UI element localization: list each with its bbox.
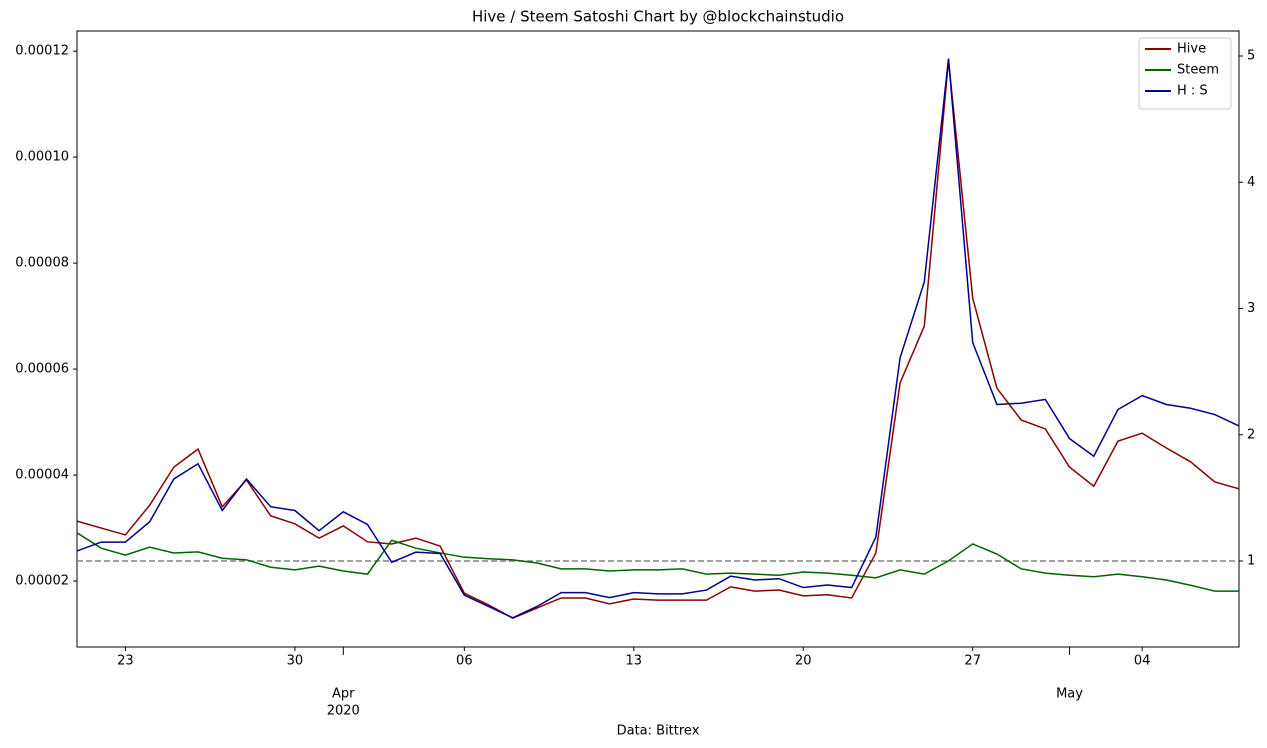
y-tick-label: 0.00008: [15, 256, 69, 271]
chart-title: Hive / Steem Satoshi Chart by @blockchai…: [472, 8, 844, 26]
y2-tick-label: 4: [1247, 175, 1255, 190]
y2-tick-label: 2: [1247, 427, 1255, 442]
y-tick-label: 0.00006: [15, 362, 69, 377]
x-tick-label: 20: [795, 654, 812, 669]
legend-label: Hive: [1177, 42, 1206, 57]
y-tick-label: 0.00010: [15, 150, 69, 165]
x-tick-label: 27: [964, 654, 981, 669]
x-year-label: 2020: [327, 704, 360, 719]
x-major-tick-label: May: [1056, 687, 1083, 702]
x-tick-label: 04: [1134, 654, 1151, 669]
plot-frame: [76, 30, 1240, 648]
y-tick-label: 0.00012: [15, 44, 69, 59]
x-tick-label: 30: [287, 654, 304, 669]
series-line: [76, 532, 1239, 592]
y2-tick-label: 5: [1247, 48, 1255, 63]
x-major-tick-label: Apr: [332, 687, 355, 702]
y-tick-label: 0.00004: [15, 468, 69, 483]
x-tick-label: 13: [626, 654, 643, 669]
y2-tick-label: 3: [1247, 301, 1255, 316]
series-line: [76, 58, 1240, 619]
x-axis-label: Data: Bittrex: [617, 724, 700, 739]
y2-tick-label: 1: [1247, 554, 1255, 569]
x-tick-label: 06: [456, 654, 473, 669]
legend-label: H : S: [1177, 84, 1208, 99]
series-line: [76, 60, 1240, 619]
legend-label: Steem: [1177, 63, 1219, 78]
x-tick-label: 23: [117, 654, 134, 669]
y-tick-label: 0.00002: [15, 574, 69, 589]
